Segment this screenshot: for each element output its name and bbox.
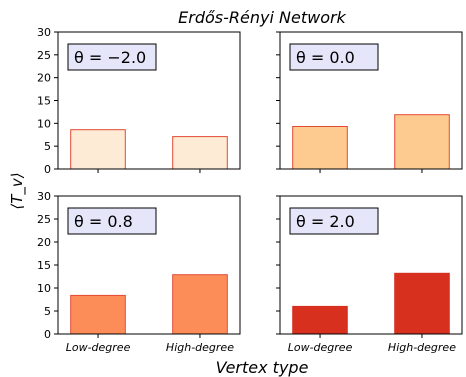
panel-label-box xyxy=(67,43,157,71)
y-tick-label: 30 xyxy=(37,190,51,203)
x-axis-label: Vertex type xyxy=(216,358,309,377)
y-tick-label: 5 xyxy=(44,140,51,153)
panel-label: θ = −2.0 xyxy=(74,48,146,67)
chart-title: Erdős-Rényi Network xyxy=(178,8,346,27)
panel-label: θ = 0.0 xyxy=(296,48,355,67)
panel-2: θ = 0.0 xyxy=(276,31,463,173)
y-tick-label: 20 xyxy=(37,236,51,249)
panel-1: 0 5 10 15 20 25 30 θ = −2.0 xyxy=(37,26,241,176)
y-tick-label: 0 xyxy=(44,328,51,341)
bar-low-degree xyxy=(292,126,348,170)
panel-label: θ = 0.8 xyxy=(74,212,133,231)
y-tick-label: 0 xyxy=(44,163,51,176)
panel-label-box xyxy=(67,207,157,235)
y-tick-label: 20 xyxy=(37,72,51,85)
panel-label-box xyxy=(289,207,379,235)
x-tick-label: High-degree xyxy=(388,341,456,354)
panel-4: Low-degree High-degree θ = 2.0 xyxy=(276,195,463,354)
bar-high-degree xyxy=(172,136,228,170)
bar-low-degree xyxy=(70,129,126,170)
panel-label: θ = 2.0 xyxy=(296,212,355,231)
y-axis-label: ⟨T_v⟩ xyxy=(8,172,27,209)
panel-label-box xyxy=(289,43,379,71)
x-tick-label: Low-degree xyxy=(288,341,353,354)
y-tick-label: 10 xyxy=(37,282,51,295)
y-tick-label: 25 xyxy=(37,49,51,62)
y-tick-label: 30 xyxy=(37,26,51,39)
bar-high-degree xyxy=(172,274,228,335)
panel-3: Low-degree High-degree 0 5 10 15 20 25 30 θ = 0.8 xyxy=(37,190,241,354)
x-tick-label: High-degree xyxy=(166,341,234,354)
y-tick-label: 25 xyxy=(37,213,51,226)
bar-high-degree xyxy=(394,114,450,170)
y-tick-label: 5 xyxy=(44,305,51,318)
bar-low-degree xyxy=(70,294,126,335)
x-tick-label: Low-degree xyxy=(66,341,131,354)
y-tick-label: 15 xyxy=(37,95,51,108)
bar-low-degree xyxy=(292,305,348,335)
bar-high-degree xyxy=(394,272,450,335)
y-tick-label: 15 xyxy=(37,259,51,272)
y-tick-label: 10 xyxy=(37,117,51,130)
